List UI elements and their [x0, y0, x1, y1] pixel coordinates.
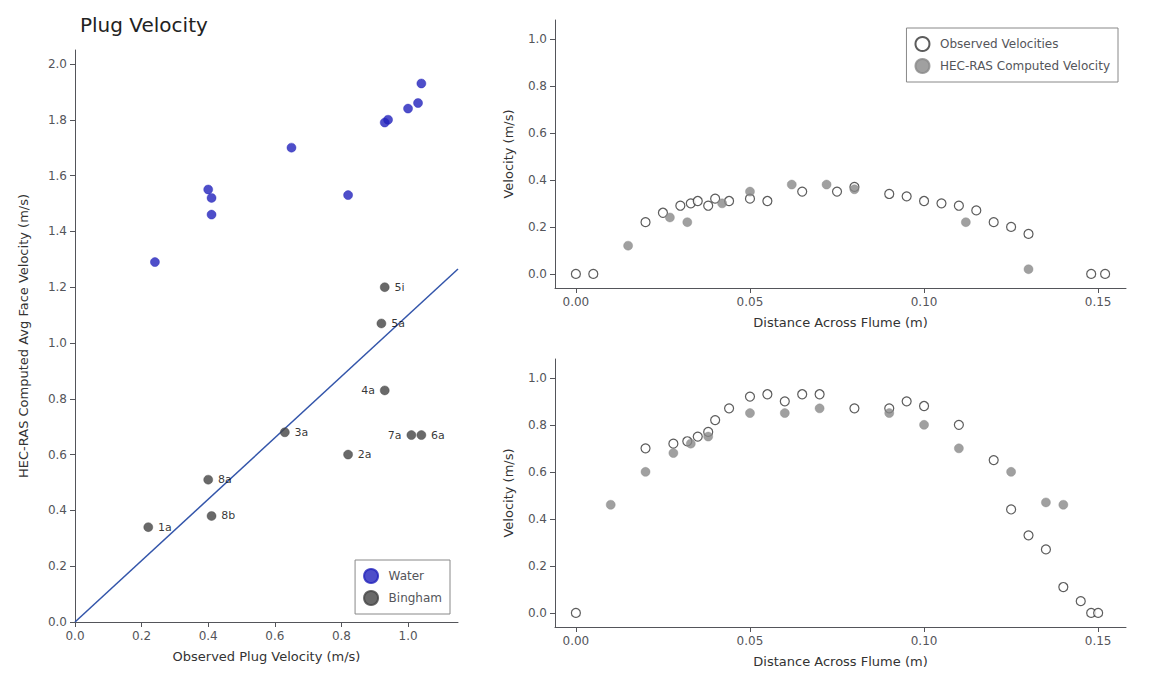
- svg-text:Bingham: Bingham: [389, 591, 442, 605]
- svg-text:0.00: 0.00: [563, 295, 590, 309]
- svg-text:0.8: 0.8: [528, 418, 547, 432]
- svg-text:0.4: 0.4: [48, 503, 67, 517]
- svg-text:Observed Plug Velocity (m/s): Observed Plug Velocity (m/s): [173, 649, 361, 664]
- svg-text:0.10: 0.10: [911, 634, 938, 648]
- svg-text:0.6: 0.6: [528, 465, 547, 479]
- svg-text:5i: 5i: [394, 281, 404, 294]
- svg-text:0.05: 0.05: [737, 295, 764, 309]
- svg-text:1.0: 1.0: [398, 629, 417, 643]
- svg-text:0.6: 0.6: [265, 629, 284, 643]
- svg-text:1.8: 1.8: [48, 113, 67, 127]
- svg-text:HEC-RAS Computed Velocity: HEC-RAS Computed Velocity: [940, 59, 1110, 73]
- svg-text:0.8: 0.8: [332, 629, 351, 643]
- svg-text:1.0: 1.0: [528, 371, 547, 385]
- svg-text:0.0: 0.0: [48, 615, 67, 629]
- svg-text:2.0: 2.0: [48, 57, 67, 71]
- svg-text:Velocity (m/s): Velocity (m/s): [501, 109, 516, 198]
- svg-text:0.0: 0.0: [528, 267, 547, 281]
- svg-text:0.4: 0.4: [528, 512, 547, 526]
- svg-text:0.05: 0.05: [737, 634, 764, 648]
- svg-text:Distance Across Flume (m): Distance Across Flume (m): [753, 315, 927, 330]
- svg-text:Distance Across Flume (m): Distance Across Flume (m): [753, 654, 927, 669]
- svg-text:0.6: 0.6: [528, 126, 547, 140]
- svg-text:0.0: 0.0: [528, 606, 547, 620]
- svg-text:0.15: 0.15: [1085, 295, 1112, 309]
- svg-text:0.8: 0.8: [528, 79, 547, 93]
- svg-text:3a: 3a: [295, 426, 309, 439]
- svg-text:1.0: 1.0: [48, 336, 67, 350]
- svg-text:1.2: 1.2: [48, 280, 67, 294]
- svg-text:0.6: 0.6: [48, 448, 67, 462]
- svg-text:1a: 1a: [158, 521, 172, 534]
- svg-text:Plug Velocity: Plug Velocity: [80, 13, 208, 37]
- svg-text:4a: 4a: [361, 384, 375, 397]
- svg-text:Observed Velocities: Observed Velocities: [940, 37, 1059, 51]
- svg-text:0.2: 0.2: [528, 220, 547, 234]
- svg-text:8b: 8b: [221, 509, 235, 522]
- svg-text:2a: 2a: [358, 448, 372, 461]
- svg-text:0.4: 0.4: [528, 173, 547, 187]
- svg-text:0.15: 0.15: [1085, 634, 1112, 648]
- svg-text:6a: 6a: [431, 429, 445, 442]
- svg-text:Water: Water: [389, 569, 425, 583]
- svg-text:1.6: 1.6: [48, 169, 67, 183]
- svg-text:0.00: 0.00: [563, 634, 590, 648]
- svg-text:Velocity (m/s): Velocity (m/s): [501, 448, 516, 537]
- svg-text:1.4: 1.4: [48, 224, 67, 238]
- svg-text:0.0: 0.0: [65, 629, 84, 643]
- svg-text:HEC-RAS Computed Avg Face Velo: HEC-RAS Computed Avg Face Velocity (m/s): [16, 194, 31, 478]
- svg-text:0.2: 0.2: [48, 559, 67, 573]
- svg-text:0.2: 0.2: [132, 629, 151, 643]
- svg-text:7a: 7a: [388, 429, 402, 442]
- svg-text:5a: 5a: [391, 317, 405, 330]
- svg-text:0.10: 0.10: [911, 295, 938, 309]
- svg-text:0.4: 0.4: [199, 629, 218, 643]
- svg-text:8a: 8a: [218, 473, 232, 486]
- svg-text:0.2: 0.2: [528, 559, 547, 573]
- svg-text:1.0: 1.0: [528, 32, 547, 46]
- svg-text:0.8: 0.8: [48, 392, 67, 406]
